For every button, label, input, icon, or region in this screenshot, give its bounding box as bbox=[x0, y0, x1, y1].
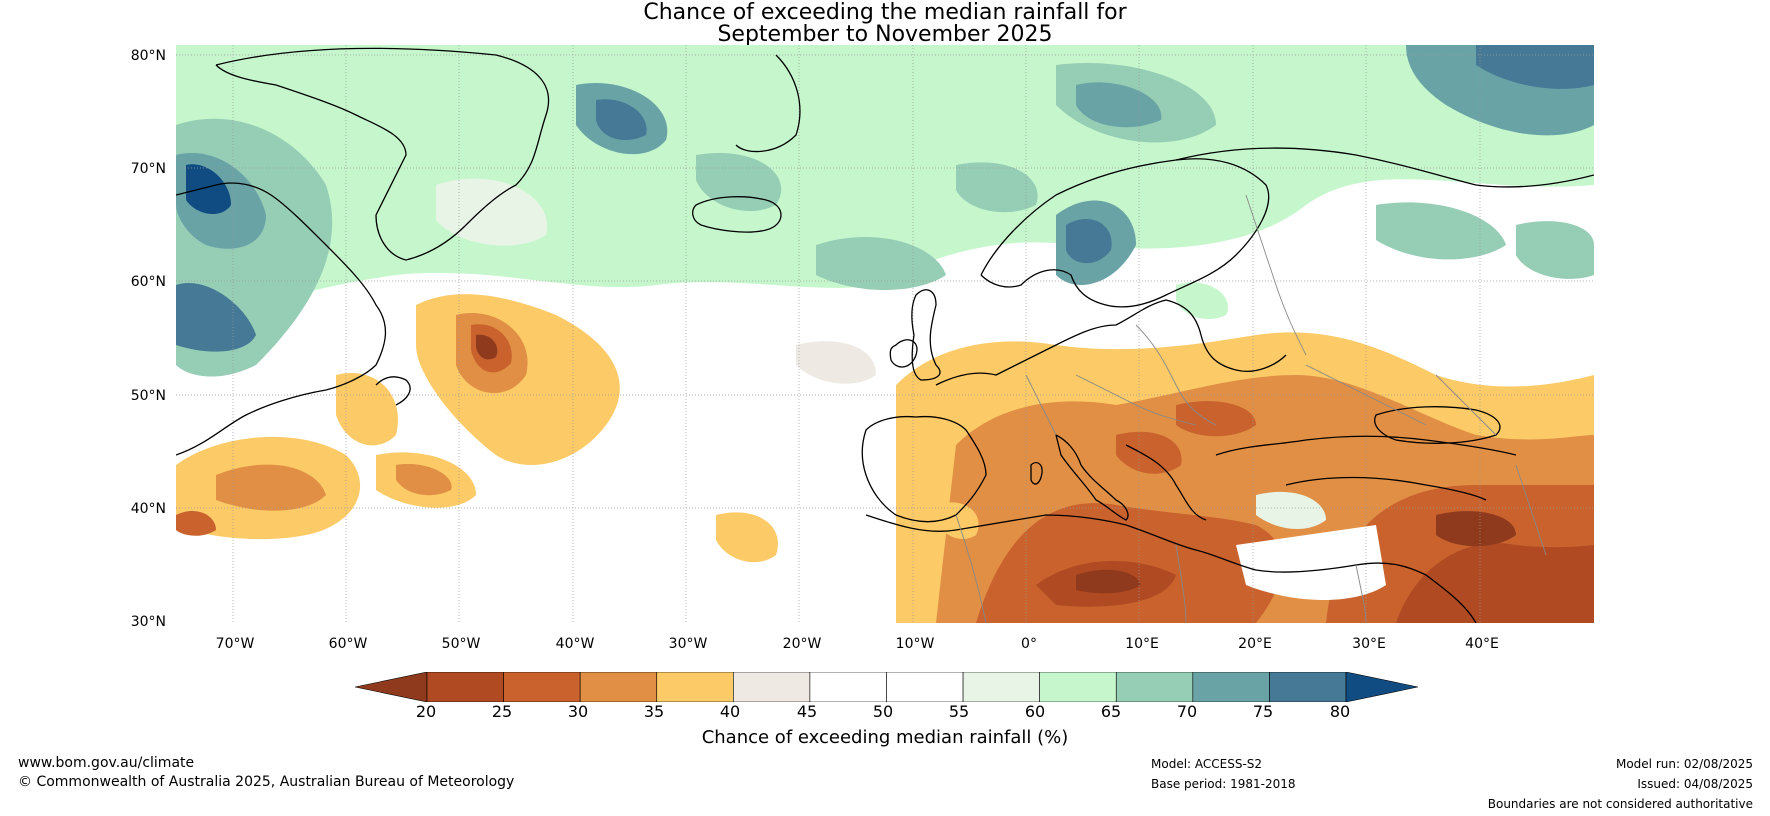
lat-label-60n: 60°N bbox=[130, 274, 166, 290]
colorbar bbox=[355, 672, 1418, 702]
lon-label-50w: 50°W bbox=[441, 636, 481, 652]
base-period-text: Base period: 1981-2018 bbox=[1151, 777, 1296, 791]
lon-label-30w: 30°W bbox=[668, 636, 708, 652]
model-text: Model: ACCESS-S2 bbox=[1151, 757, 1263, 771]
colorbar-bin bbox=[1192, 672, 1270, 702]
colorbar-tick-75: 75 bbox=[1252, 702, 1274, 721]
colorbar-tick-70: 70 bbox=[1176, 702, 1198, 721]
colorbar-bin bbox=[962, 672, 1040, 702]
colorbar-extension-high bbox=[1345, 672, 1418, 702]
colorbar-tick-65: 65 bbox=[1100, 702, 1122, 721]
rainfall-probability-map bbox=[176, 45, 1594, 623]
lon-label-70w: 70°W bbox=[215, 636, 255, 652]
colorbar-bin bbox=[1115, 672, 1194, 702]
lon-label-40e: 40°E bbox=[1465, 636, 1499, 652]
website-link[interactable]: www.bom.gov.au/climate bbox=[18, 755, 195, 771]
disclaimer-text: Boundaries are not considered authoritat… bbox=[1487, 797, 1753, 811]
lat-label-30n: 30°N bbox=[130, 614, 166, 630]
coastlines bbox=[176, 47, 1594, 623]
colorbar-bin bbox=[886, 672, 964, 702]
colorbar-bin bbox=[1039, 672, 1117, 702]
wet-anomaly-zones bbox=[176, 45, 1594, 377]
colorbar-label: Chance of exceeding median rainfall (%) bbox=[701, 727, 1069, 748]
lat-label-80n: 80°N bbox=[130, 48, 166, 64]
colorbar-tick-25: 25 bbox=[491, 702, 513, 721]
lon-label-10e: 10°E bbox=[1125, 636, 1159, 652]
dry-anomaly-zones bbox=[176, 294, 1594, 623]
colorbar-tick-45: 45 bbox=[796, 702, 818, 721]
lon-label-30e: 30°E bbox=[1352, 636, 1386, 652]
lon-label-40w: 40°W bbox=[555, 636, 595, 652]
colorbar-extension-low bbox=[355, 672, 428, 702]
colorbar-tick-30: 30 bbox=[567, 702, 589, 721]
lon-label-60w: 60°W bbox=[328, 636, 368, 652]
lon-label-20w: 20°W bbox=[782, 636, 822, 652]
model-run-text: Model run: 02/08/2025 bbox=[1615, 757, 1753, 771]
colorbar-bin bbox=[733, 672, 811, 702]
colorbar-bin bbox=[503, 672, 581, 702]
colorbar-bin bbox=[579, 672, 658, 702]
lat-label-40n: 40°N bbox=[130, 501, 166, 517]
colorbar-tick-50: 50 bbox=[872, 702, 894, 721]
title-line-2: September to November 2025 bbox=[717, 22, 1053, 47]
colorbar-tick-60: 60 bbox=[1024, 702, 1046, 721]
lon-label-20e: 20°E bbox=[1238, 636, 1272, 652]
title-line-1: Chance of exceeding the median rainfall … bbox=[643, 0, 1127, 25]
copyright-text: © Commonwealth of Australia 2025, Austra… bbox=[18, 774, 515, 790]
lon-label-10w: 10°W bbox=[895, 636, 935, 652]
colorbar-bin bbox=[656, 672, 734, 702]
colorbar-bin bbox=[426, 672, 504, 702]
lon-label-0: 0° bbox=[1021, 636, 1037, 652]
colorbar-tick-40: 40 bbox=[719, 702, 741, 721]
country-borders bbox=[955, 194, 1547, 623]
colorbar-tick-80: 80 bbox=[1329, 702, 1351, 721]
graticule bbox=[176, 45, 1594, 623]
map-panel bbox=[176, 45, 1594, 623]
lat-label-50n: 50°N bbox=[130, 388, 166, 404]
lat-label-70n: 70°N bbox=[130, 161, 166, 177]
colorbar-tick-35: 35 bbox=[643, 702, 665, 721]
colorbar-bin bbox=[809, 672, 887, 702]
colorbar-tick-20: 20 bbox=[415, 702, 437, 721]
colorbar-bin bbox=[1269, 672, 1347, 702]
colorbar-tick-55: 55 bbox=[948, 702, 970, 721]
issued-text: Issued: 04/08/2025 bbox=[1637, 777, 1753, 791]
